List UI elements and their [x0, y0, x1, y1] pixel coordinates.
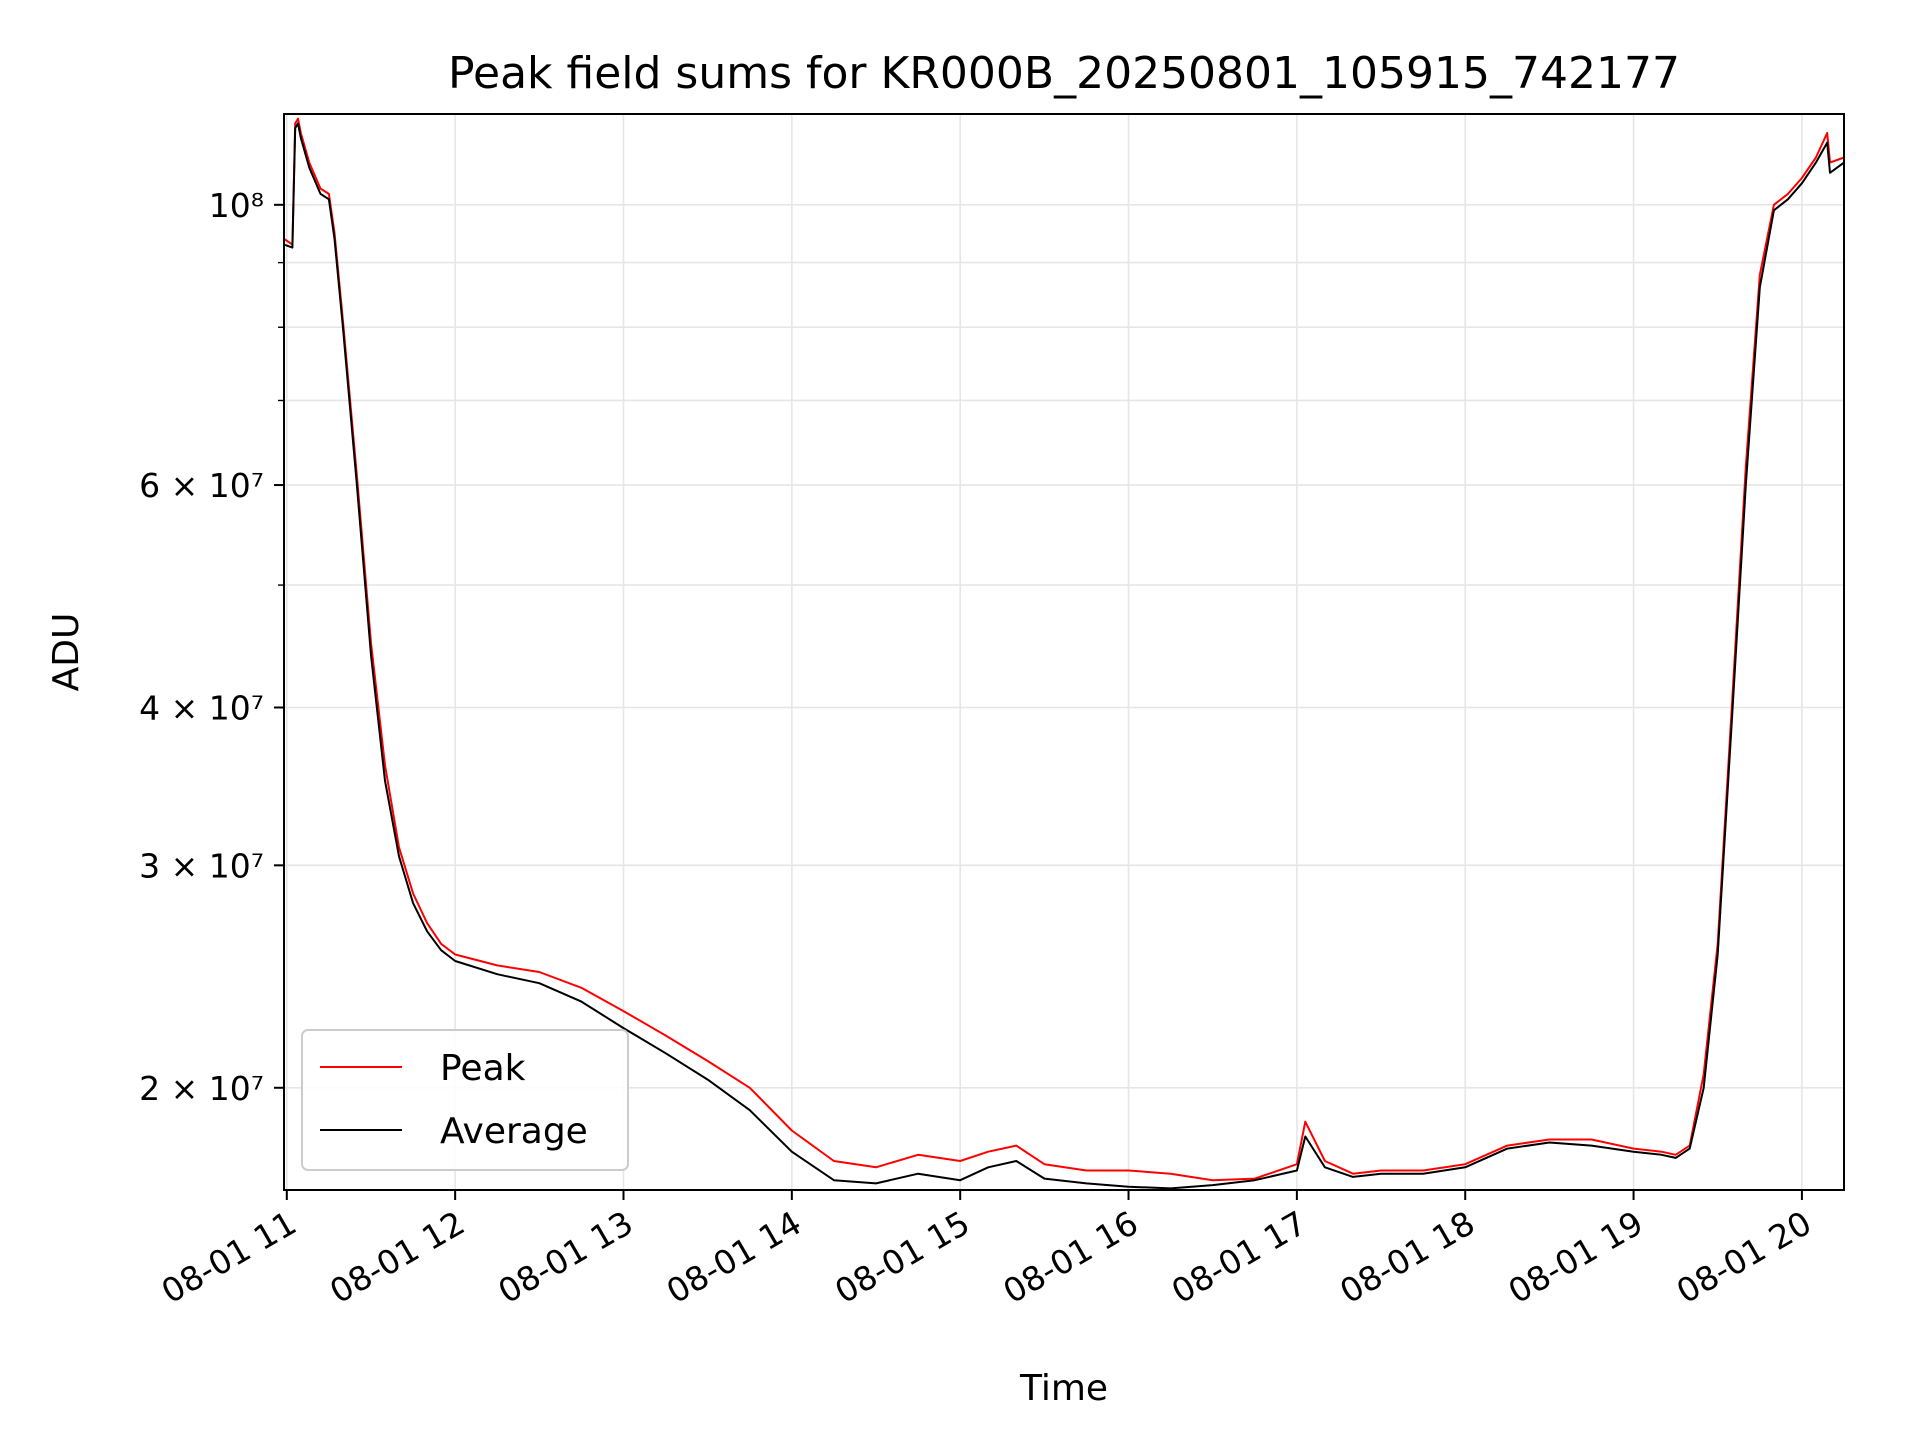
x-tick-label-9: 08-01 20: [1670, 1203, 1818, 1311]
y-tick-label-3: 6 × 10⁷: [139, 466, 264, 505]
y-axis-title: ADU: [46, 613, 87, 692]
grid: [284, 114, 1844, 1190]
series-layer: [283, 117, 1845, 1190]
x-tick-label-0: 08-01 11: [155, 1203, 303, 1311]
legend-box: [301, 1029, 629, 1171]
chart-title: Peak field sums for KR000B_20250801_1059…: [448, 48, 1680, 99]
y-tick-label-2: 4 × 10⁷: [139, 689, 264, 728]
x-tick-label-5: 08-01 16: [997, 1203, 1145, 1311]
y-tick-label-4: 10⁸: [209, 186, 264, 225]
x-axis-title: Time: [1019, 1368, 1108, 1409]
x-tick-label-1: 08-01 12: [323, 1203, 471, 1311]
x-tick-label-8: 08-01 19: [1502, 1203, 1650, 1311]
x-tick-label-6: 08-01 17: [1165, 1203, 1313, 1311]
x-tick-label-3: 08-01 14: [660, 1203, 808, 1311]
x-tick-label-7: 08-01 18: [1333, 1203, 1481, 1311]
y-tick-label-1: 3 × 10⁷: [139, 846, 264, 885]
series-line-peak: [283, 117, 1845, 1182]
series-line-average: [283, 122, 1845, 1190]
x-axis: 08-01 11 08-01 12 08-01 13 08-01 14 08-01 15…: [155, 1190, 1818, 1311]
legend: Peak Average: [301, 1029, 629, 1171]
legend-peak-label: Peak: [440, 1048, 526, 1089]
legend-average-label: Average: [440, 1111, 588, 1152]
plot-frame: [283, 113, 1845, 1191]
x-tick-label-2: 08-01 13: [491, 1203, 639, 1311]
y-tick-label-0: 2 × 10⁷: [139, 1069, 264, 1108]
y-axis: 2 × 10⁷ 3 × 10⁷ 4 × 10⁷ 6 × 10⁷ 10⁸: [139, 186, 284, 1108]
x-tick-label-4: 08-01 15: [828, 1203, 976, 1311]
